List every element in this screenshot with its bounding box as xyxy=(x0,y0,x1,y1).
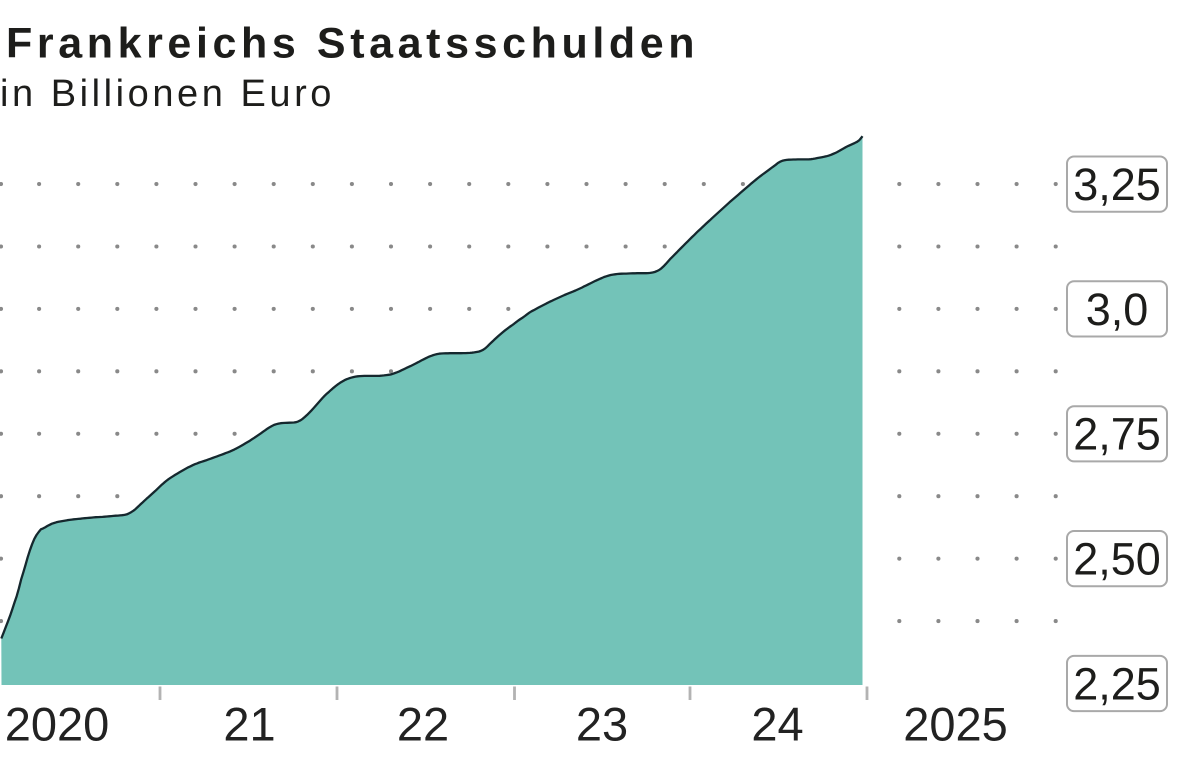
svg-text:Frankreichs Staatsschulden: Frankreichs Staatsschulden xyxy=(6,20,699,68)
svg-text:2,25: 2,25 xyxy=(1073,658,1161,709)
svg-text:24: 24 xyxy=(751,698,803,751)
svg-text:in Billionen Euro: in Billionen Euro xyxy=(0,73,335,115)
svg-text:21: 21 xyxy=(223,698,275,751)
svg-text:23: 23 xyxy=(576,698,628,751)
svg-text:2020: 2020 xyxy=(5,698,110,751)
svg-text:22: 22 xyxy=(397,698,449,751)
svg-text:2,50: 2,50 xyxy=(1073,534,1161,585)
svg-text:2,75: 2,75 xyxy=(1073,409,1161,460)
svg-text:3,0: 3,0 xyxy=(1086,284,1149,335)
svg-text:3,25: 3,25 xyxy=(1073,159,1161,210)
svg-text:2025: 2025 xyxy=(903,698,1008,751)
